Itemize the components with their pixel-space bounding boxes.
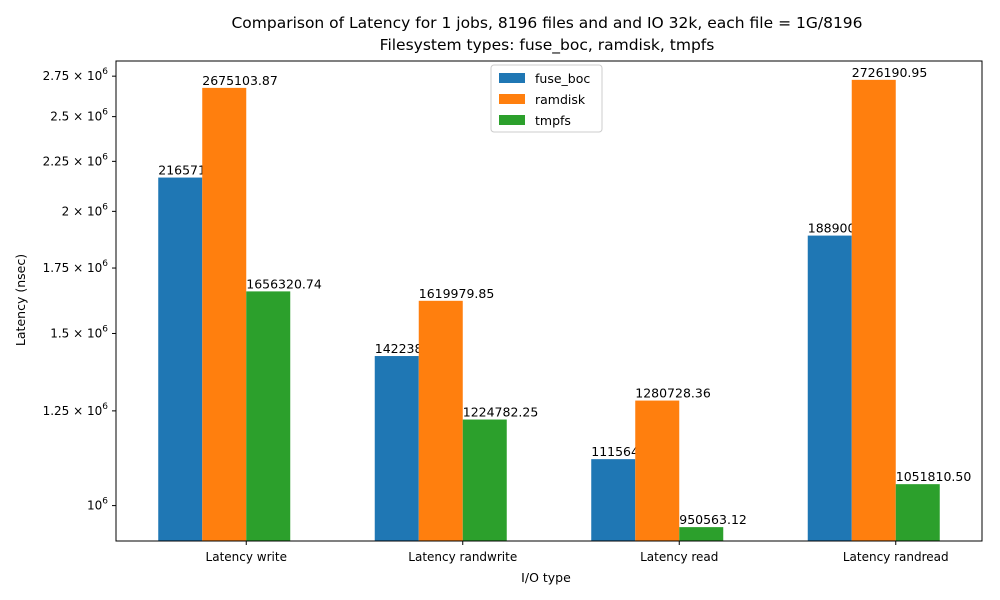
y-tick-label-3: 1.75 × 106 <box>43 259 109 275</box>
y-tick-label-2: 1.5 × 106 <box>50 324 108 340</box>
bar-ramdisk-3 <box>851 79 896 541</box>
legend-swatch-fuse_boc <box>499 73 525 83</box>
bar-fuse_boc-1 <box>374 356 419 541</box>
chart-subtitle: Filesystem types: fuse_boc, ramdisk, tmp… <box>380 36 715 55</box>
axes-frame <box>115 60 983 542</box>
x-tick-label-0: Latency write <box>206 550 287 564</box>
x-tick-label-2: Latency read <box>640 550 718 564</box>
bar-tmpfs-3 <box>895 484 940 541</box>
legend-label-fuse_boc: fuse_boc <box>535 71 590 86</box>
y-tick-label-7: 2.75 × 106 <box>43 67 109 83</box>
y-tick-label-1: 1.25 × 106 <box>43 402 109 418</box>
data-label-tmpfs-2: 950563.12 <box>679 512 747 527</box>
bar-ramdisk-0 <box>202 87 247 542</box>
y-tick-label-5: 2.25 × 106 <box>43 152 109 168</box>
y-tick-label-0: 106 <box>87 497 108 513</box>
bar-tmpfs-0 <box>246 291 291 541</box>
bar-tmpfs-1 <box>462 419 507 541</box>
data-label-ramdisk-2: 1280728.36 <box>635 386 711 401</box>
data-label-tmpfs-3: 1051810.50 <box>896 469 972 484</box>
data-label-tmpfs-0: 1656320.74 <box>246 276 322 291</box>
y-tick-label-4: 2 × 106 <box>62 202 109 218</box>
x-tick-label-3: Latency randread <box>843 550 949 564</box>
bar-fuse_boc-0 <box>158 177 203 542</box>
bar-fuse_boc-3 <box>807 235 852 541</box>
bar-tmpfs-2 <box>679 527 724 541</box>
data-label-ramdisk-1: 1619979.85 <box>419 286 495 301</box>
legend-label-tmpfs: tmpfs <box>535 113 571 128</box>
data-label-tmpfs-1: 1224782.25 <box>463 405 539 420</box>
y-axis-label: Latency (nsec) <box>13 254 28 346</box>
legend-label-ramdisk: ramdisk <box>535 92 586 107</box>
bar-ramdisk-2 <box>635 400 680 541</box>
x-tick-label-1: Latency randwrite <box>408 550 517 564</box>
chart-title: Comparison of Latency for 1 jobs, 8196 f… <box>231 14 862 32</box>
bar-fuse_boc-2 <box>591 459 636 541</box>
x-axis-label: I/O type <box>521 570 571 585</box>
data-label-ramdisk-3: 2726190.95 <box>852 65 928 80</box>
legend-swatch-ramdisk <box>499 94 525 104</box>
data-label-ramdisk-0: 2675103.87 <box>202 73 278 88</box>
y-tick-label-6: 2.5 × 106 <box>50 108 108 124</box>
bar-ramdisk-1 <box>418 300 463 541</box>
legend-swatch-tmpfs <box>499 115 525 125</box>
